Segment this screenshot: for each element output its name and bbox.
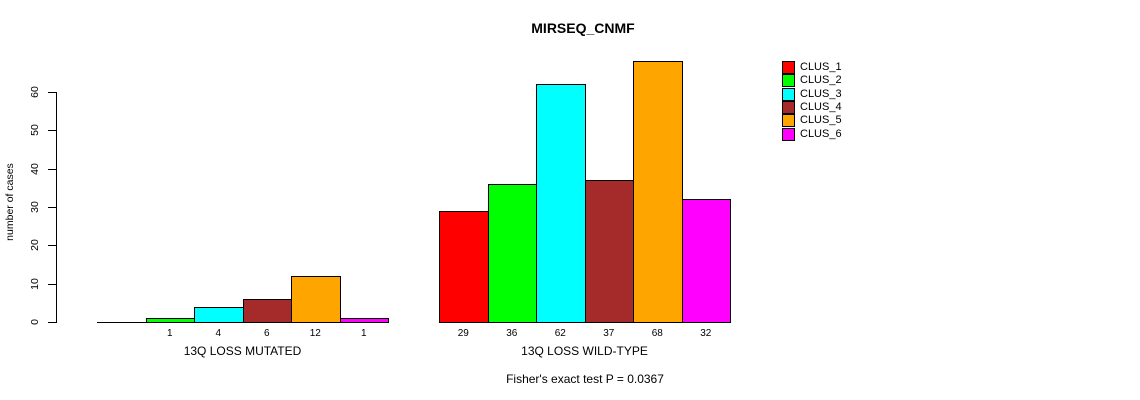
y-axis-tick [48,168,56,170]
bar-value-label: 62 [554,328,566,339]
chart-title: MIRSEQ_CNMF [531,20,635,36]
bar-value-label: 4 [215,328,222,339]
y-axis-tick-label: 50 [29,124,41,137]
legend-label: CLUS_3 [800,87,842,100]
y-axis-tick-label: 10 [29,277,41,290]
bar-value-label: 1 [166,328,173,339]
legend-label: CLUS_2 [800,74,842,87]
y-axis-tick [48,92,56,93]
legend-label: CLUS_1 [800,61,842,73]
y-axis-line [56,92,57,323]
legend-label: CLUS_4 [800,100,842,113]
bar-clus_5 [291,276,341,323]
bar-clus_6 [339,318,389,323]
bar-value-label: 12 [309,328,321,339]
bar-clus_6 [681,199,731,323]
annotation-fisher-test: Fisher's exact test P = 0.0367 [506,372,664,386]
legend-swatch [782,87,795,101]
y-axis-tick-label: 60 [29,86,41,98]
legend-swatch [782,114,795,128]
bar-value-label: 68 [651,328,663,339]
y-axis-tick [48,283,56,285]
y-axis-title: number of cases [4,163,16,241]
bar-value-label: 32 [700,328,712,339]
y-axis-tick-label: 30 [29,201,41,213]
y-axis-tick [48,130,56,132]
bar-value-label: 37 [603,328,615,339]
bar-clus_2 [145,318,195,323]
y-axis-tick [48,322,56,323]
legend-label: CLUS_6 [800,127,842,140]
y-axis-tick-label: 20 [29,239,41,252]
y-axis-tick-label: 0 [29,319,41,325]
bar-clus_3 [536,84,586,323]
bar-value-label: 6 [263,328,270,339]
y-axis-tick [48,245,56,247]
y-axis-tick [48,207,56,208]
legend-swatch [782,100,795,114]
legend-swatch [782,127,795,141]
bar-value-label: 36 [506,328,518,339]
legend-swatch [782,61,795,74]
bar-clus_4 [242,299,292,323]
group-label: 13Q LOSS MUTATED [183,344,302,358]
legend-swatch [782,74,795,88]
legend-label: CLUS_5 [800,114,842,127]
bar-clus_1 [439,210,489,323]
group-label: 13Q LOSS WILD-TYPE [521,344,648,358]
bar-clus_5 [633,61,683,323]
bar-value-label: 29 [457,328,469,339]
y-axis-tick-label: 40 [29,162,41,175]
bar-clus_4 [584,180,634,323]
bar-clus_3 [194,306,244,323]
bar-value-label: 1 [360,328,367,339]
bar-clus_2 [487,184,537,323]
